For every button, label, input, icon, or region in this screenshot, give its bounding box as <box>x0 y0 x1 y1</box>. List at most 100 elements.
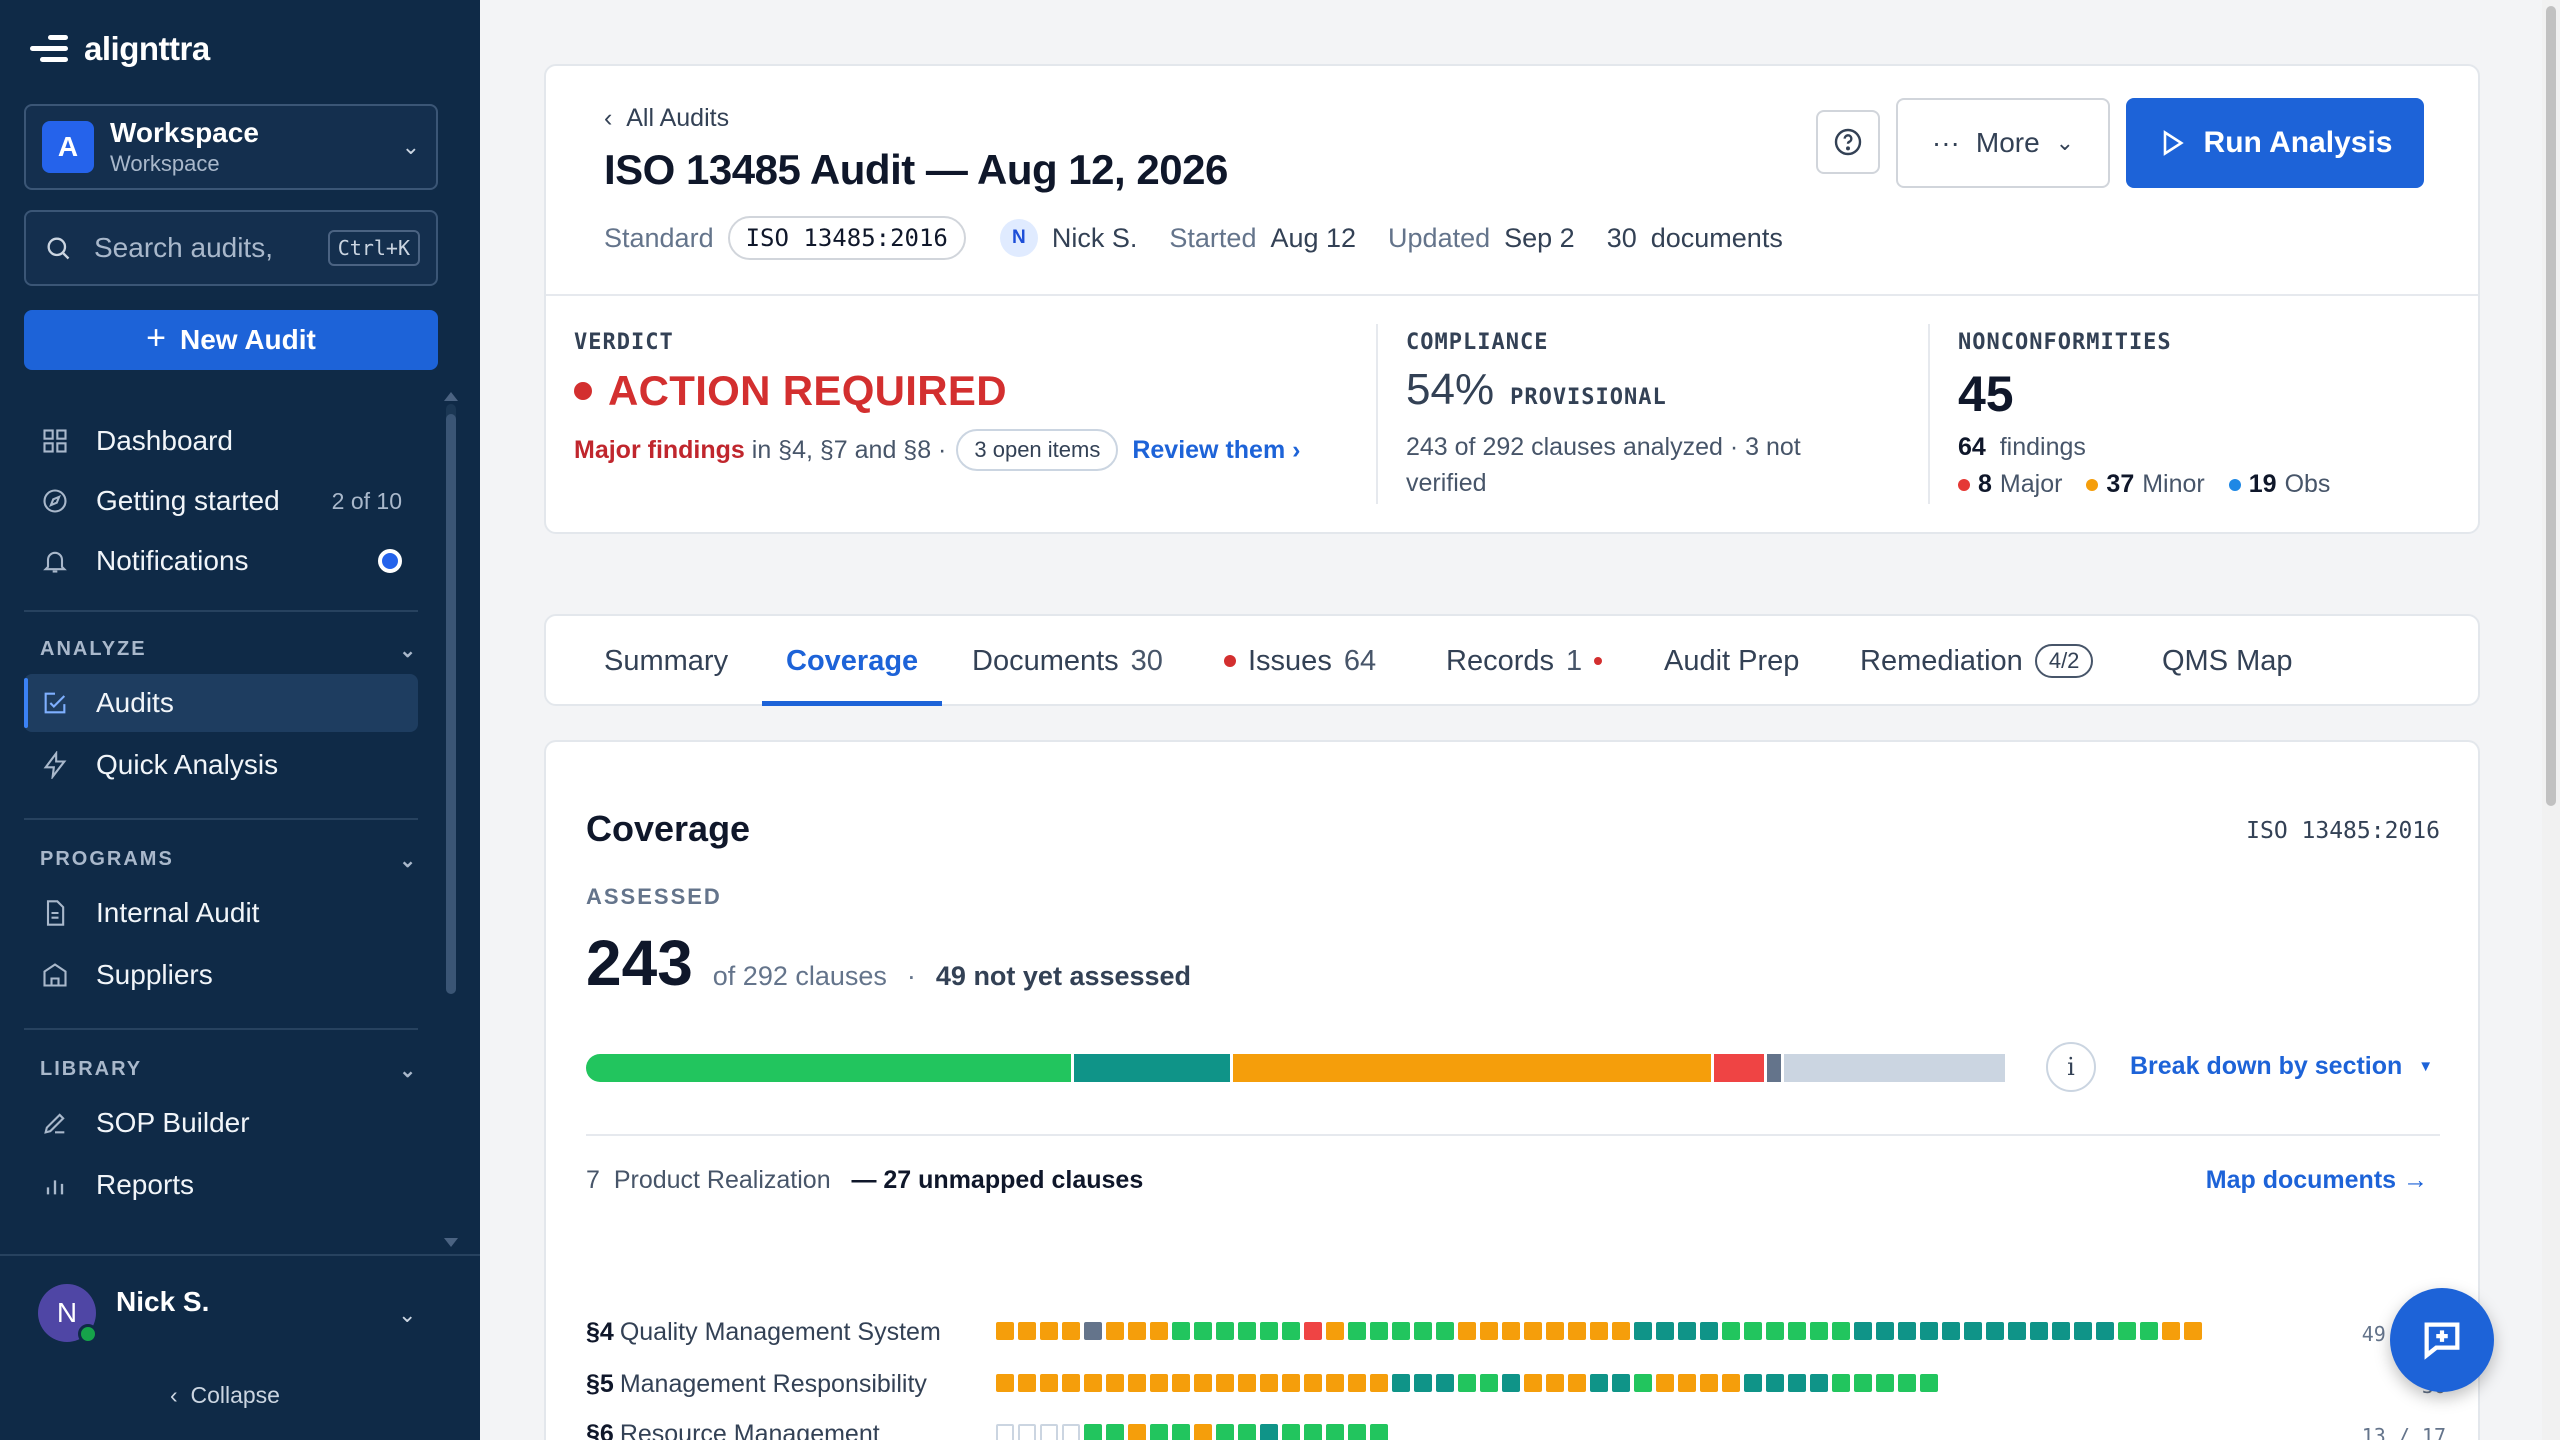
clause-cell[interactable] <box>1744 1322 1762 1340</box>
sidebar-item-suppliers[interactable]: Suppliers <box>24 946 418 1004</box>
clause-cell[interactable] <box>1568 1322 1586 1340</box>
clause-cell[interactable] <box>996 1374 1014 1392</box>
clause-cell[interactable] <box>1810 1322 1828 1340</box>
sidebar-item-sop-builder[interactable]: SOP Builder <box>24 1094 418 1152</box>
section-programs[interactable]: PROGRAMS ⌄ <box>40 848 418 873</box>
clause-cell[interactable] <box>1062 1374 1080 1392</box>
clause-cell[interactable] <box>1524 1322 1542 1340</box>
collapse-button[interactable]: ‹ Collapse <box>170 1382 280 1409</box>
clause-cell[interactable] <box>1392 1322 1410 1340</box>
page-scrollbar[interactable] <box>2542 0 2560 1440</box>
major-findings-link[interactable]: Major findings <box>574 435 745 464</box>
clause-cell[interactable] <box>1942 1322 1960 1340</box>
clause-cell[interactable] <box>2052 1322 2070 1340</box>
clause-cell[interactable] <box>2184 1322 2202 1340</box>
clause-cell[interactable] <box>1216 1424 1234 1440</box>
clause-cell[interactable] <box>1216 1374 1234 1392</box>
run-analysis-button[interactable]: Run Analysis <box>2126 98 2424 188</box>
chat-button[interactable] <box>2390 1288 2494 1392</box>
clause-cell[interactable] <box>1766 1374 1784 1392</box>
clause-cell[interactable] <box>1128 1322 1146 1340</box>
search-input[interactable]: Search audits, Ctrl+K <box>24 210 438 286</box>
clause-cell[interactable] <box>1370 1374 1388 1392</box>
clause-cell[interactable] <box>1722 1322 1740 1340</box>
clause-cell[interactable] <box>1326 1424 1344 1440</box>
sidebar-item-audits[interactable]: Audits <box>24 674 418 732</box>
clause-cell[interactable] <box>1150 1424 1168 1440</box>
sidebar-item-getting-started[interactable]: Getting started 2 of 10 <box>24 472 418 530</box>
clause-cell[interactable] <box>1370 1424 1388 1440</box>
clause-cell[interactable] <box>1238 1424 1256 1440</box>
clause-cell[interactable] <box>1392 1374 1410 1392</box>
clause-cell[interactable] <box>1018 1322 1036 1340</box>
clause-cell[interactable] <box>1502 1322 1520 1340</box>
clause-cell[interactable] <box>1480 1322 1498 1340</box>
tab-documents[interactable]: Documents 30 <box>972 616 1163 706</box>
sidebar-scrollbar-thumb[interactable] <box>446 414 456 994</box>
clause-cell[interactable] <box>1832 1374 1850 1392</box>
clause-cell[interactable] <box>1304 1374 1322 1392</box>
clause-cell[interactable] <box>1480 1374 1498 1392</box>
clause-cell[interactable] <box>1018 1424 1036 1440</box>
clause-cell[interactable] <box>1194 1322 1212 1340</box>
clause-cell[interactable] <box>1722 1374 1740 1392</box>
clause-cell[interactable] <box>1788 1374 1806 1392</box>
clause-cell[interactable] <box>1700 1322 1718 1340</box>
clause-cell[interactable] <box>1260 1424 1278 1440</box>
clause-cell[interactable] <box>1854 1374 1872 1392</box>
clause-cell[interactable] <box>1678 1374 1696 1392</box>
clause-cell[interactable] <box>1304 1322 1322 1340</box>
sidebar-item-internal-audit[interactable]: Internal Audit <box>24 884 418 942</box>
clause-cell[interactable] <box>1062 1322 1080 1340</box>
clause-cell[interactable] <box>2008 1322 2026 1340</box>
breadcrumb[interactable]: ‹ All Audits <box>604 104 729 133</box>
clause-cell[interactable] <box>996 1322 1014 1340</box>
clause-cell[interactable] <box>1282 1322 1300 1340</box>
new-audit-button[interactable]: + New Audit <box>24 310 438 370</box>
clause-cell[interactable] <box>1546 1374 1564 1392</box>
clause-cell[interactable] <box>1150 1322 1168 1340</box>
section-row[interactable]: §6 Resource Management 13 / 17 <box>586 1416 2446 1440</box>
more-button[interactable]: ··· More ⌄ <box>1896 98 2110 188</box>
page-scrollbar-thumb[interactable] <box>2546 6 2556 806</box>
clause-cell[interactable] <box>1172 1322 1190 1340</box>
clause-cell[interactable] <box>1150 1374 1168 1392</box>
clause-cell[interactable] <box>1854 1322 1872 1340</box>
tab-issues[interactable]: Issues 64 <box>1224 616 1376 706</box>
clause-cell[interactable] <box>1216 1322 1234 1340</box>
clause-cell[interactable] <box>1612 1322 1630 1340</box>
sidebar-item-dashboard[interactable]: Dashboard <box>24 412 418 470</box>
minor-count[interactable]: 37 Minor <box>2086 470 2205 499</box>
tab-coverage[interactable]: Coverage <box>761 616 943 706</box>
clause-cell[interactable] <box>1458 1374 1476 1392</box>
clause-cell[interactable] <box>1084 1424 1102 1440</box>
clause-cell[interactable] <box>1744 1374 1762 1392</box>
clause-cell[interactable] <box>1546 1322 1564 1340</box>
tab-remediation[interactable]: Remediation 4/2 <box>1860 616 2094 706</box>
clause-cell[interactable] <box>1964 1322 1982 1340</box>
clause-cell[interactable] <box>1700 1374 1718 1392</box>
clause-cell[interactable] <box>1040 1424 1058 1440</box>
clause-cell[interactable] <box>1590 1322 1608 1340</box>
section-library[interactable]: LIBRARY ⌄ <box>40 1058 418 1083</box>
tab-summary[interactable]: Summary <box>604 616 728 706</box>
clause-cell[interactable] <box>1458 1322 1476 1340</box>
standard-badge[interactable]: ISO 13485:2016 <box>727 216 966 260</box>
section-analyze[interactable]: ANALYZE ⌄ <box>40 638 418 663</box>
clause-cell[interactable] <box>1084 1374 1102 1392</box>
chevron-down-icon[interactable]: ⌄ <box>398 1302 417 1327</box>
clause-cell[interactable] <box>1634 1322 1652 1340</box>
clause-cell[interactable] <box>1524 1374 1542 1392</box>
clause-cell[interactable] <box>1414 1374 1432 1392</box>
obs-count[interactable]: 19 Obs <box>2228 470 2330 499</box>
clause-cell[interactable] <box>1128 1424 1146 1440</box>
sidebar-scroll-up[interactable] <box>444 392 458 401</box>
clause-cell[interactable] <box>1788 1322 1806 1340</box>
clause-cell[interactable] <box>1370 1322 1388 1340</box>
clause-cell[interactable] <box>1172 1374 1190 1392</box>
sidebar-item-quick-analysis[interactable]: Quick Analysis <box>24 736 418 794</box>
clause-cell[interactable] <box>1920 1374 1938 1392</box>
clause-cell[interactable] <box>1084 1322 1102 1340</box>
clause-cell[interactable] <box>1810 1374 1828 1392</box>
